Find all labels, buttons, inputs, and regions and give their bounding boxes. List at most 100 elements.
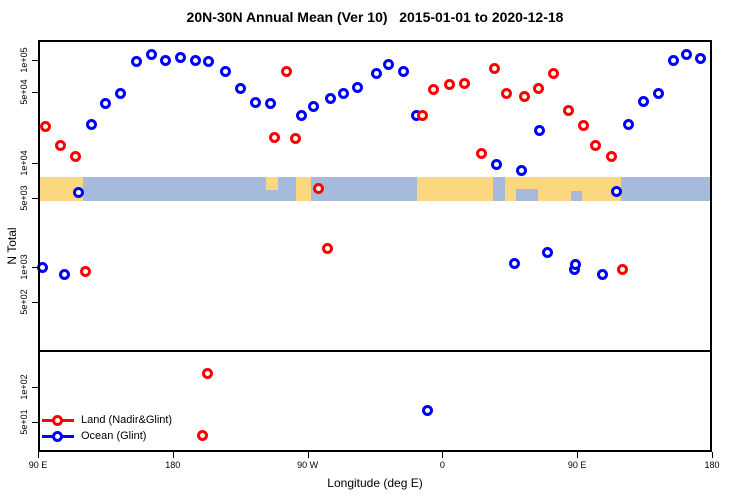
data-point-ocean	[681, 48, 693, 60]
y-tick	[32, 60, 38, 61]
data-point-land	[501, 87, 513, 99]
x-tick-label: 90 W	[297, 460, 319, 470]
data-point-ocean	[541, 247, 553, 259]
data-point-land	[427, 84, 439, 96]
divider-line	[38, 350, 712, 352]
y-tick-label: 1e+05	[19, 47, 29, 73]
x-tick	[712, 452, 713, 458]
data-point-ocean	[59, 269, 71, 281]
data-point-ocean	[667, 55, 679, 67]
data-point-ocean	[36, 261, 48, 273]
data-point-ocean	[508, 257, 520, 269]
map-strip-land-segment	[265, 177, 278, 191]
data-point-ocean	[534, 124, 546, 136]
data-point-land	[562, 104, 574, 116]
data-point-land	[321, 242, 333, 254]
ocean-ring-icon	[52, 430, 63, 442]
data-point-ocean	[382, 58, 394, 70]
legend-label-ocean: Ocean (Glint)	[81, 430, 147, 442]
legend-label-land: Land (Nadir&Glint)	[81, 414, 173, 426]
land-series-symbol	[42, 414, 74, 426]
y-tick-label: 1e+02	[19, 374, 29, 400]
data-point-ocean	[146, 48, 158, 60]
data-point-ocean	[114, 87, 126, 99]
y-tick	[32, 301, 38, 303]
map-strip-land-segment	[38, 177, 83, 201]
x-tick-label: 90 E	[28, 460, 48, 470]
data-point-ocean	[203, 56, 215, 68]
map-strip-land-segment	[295, 177, 311, 201]
data-point-ocean	[637, 95, 649, 107]
data-point-land	[547, 68, 559, 80]
data-point-ocean	[370, 68, 382, 80]
data-point-land	[54, 139, 66, 151]
data-point-land	[69, 151, 81, 163]
data-point-ocean	[131, 56, 143, 68]
data-point-land	[80, 265, 92, 277]
legend: Land (Nadir&Glint) Ocean (Glint)	[42, 412, 172, 444]
map-strip-ocean-notch	[571, 191, 582, 201]
data-point-land	[39, 120, 51, 132]
data-point-ocean	[694, 52, 706, 64]
x-tick	[307, 452, 309, 458]
data-point-land	[290, 133, 302, 145]
data-point-land	[489, 62, 501, 74]
data-point-ocean	[189, 54, 201, 66]
data-point-land	[444, 79, 456, 91]
data-point-land	[616, 264, 628, 276]
y-tick	[32, 387, 38, 388]
y-tick	[32, 198, 38, 199]
data-point-ocean	[421, 404, 433, 416]
data-point-ocean	[174, 52, 186, 64]
data-point-ocean	[490, 159, 502, 171]
ocean-series-symbol	[42, 430, 74, 442]
data-point-land	[459, 78, 471, 90]
map-strip-land-segment	[416, 177, 494, 201]
data-point-ocean	[610, 185, 622, 197]
data-point-ocean	[249, 97, 261, 109]
data-point-ocean	[296, 110, 308, 122]
y-tick-label: 5e+04	[19, 78, 29, 105]
chart-title: 20N-30N Annual Mean (Ver 10) 2015-01-01 …	[186, 9, 564, 25]
data-point-ocean	[652, 87, 664, 99]
x-tick-label: 180	[704, 460, 720, 470]
legend-item-land: Land (Nadir&Glint)	[42, 412, 172, 428]
data-point-land	[532, 82, 544, 94]
x-tick	[172, 452, 174, 458]
data-point-ocean	[351, 81, 363, 93]
data-point-ocean	[324, 92, 336, 104]
y-tick-label: 5e+02	[19, 288, 29, 315]
data-point-ocean	[264, 97, 276, 109]
y-tick	[32, 267, 38, 269]
data-point-ocean	[570, 258, 582, 270]
data-point-land	[312, 183, 324, 195]
y-tick	[32, 163, 38, 165]
data-point-ocean	[338, 87, 350, 99]
data-point-ocean	[308, 100, 320, 112]
x-tick	[38, 452, 39, 458]
data-point-land	[197, 430, 209, 442]
data-point-ocean	[99, 97, 111, 109]
data-point-land	[606, 150, 618, 162]
x-tick	[577, 452, 579, 458]
data-point-ocean	[397, 65, 409, 77]
data-point-ocean	[219, 66, 231, 78]
y-tick	[32, 422, 38, 423]
x-tick-label: 180	[165, 460, 181, 470]
data-point-land	[577, 119, 589, 131]
legend-item-ocean: Ocean (Glint)	[42, 428, 172, 444]
data-point-ocean	[86, 118, 98, 130]
y-tick-label: 1e+03	[19, 254, 29, 280]
data-point-land	[269, 131, 281, 143]
data-point-ocean	[516, 165, 528, 177]
data-point-ocean	[234, 82, 246, 94]
data-point-land	[475, 147, 487, 159]
y-tick	[32, 91, 38, 93]
land-ring-icon	[52, 414, 63, 426]
y-tick-label: 5e+01	[19, 409, 29, 435]
x-tick-label: 90 E	[567, 460, 587, 470]
y-axis-title: N Total	[5, 227, 19, 265]
x-tick	[442, 452, 444, 458]
